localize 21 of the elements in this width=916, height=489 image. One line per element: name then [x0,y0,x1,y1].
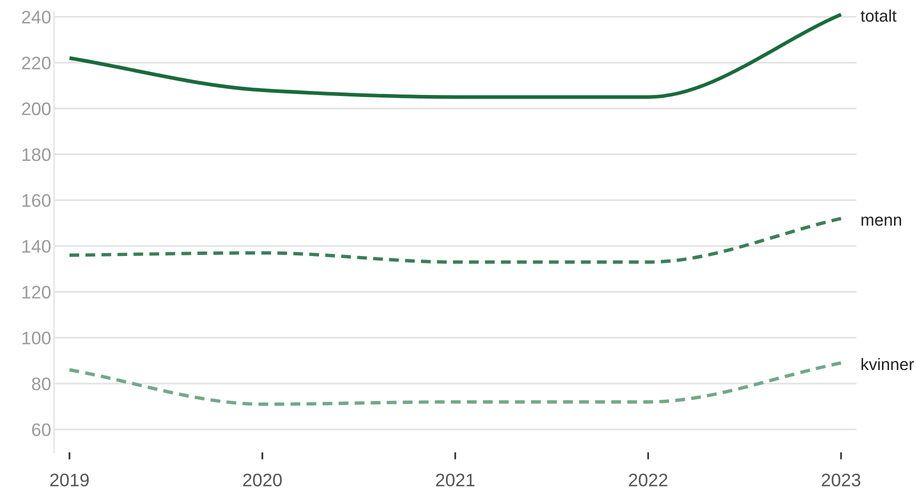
y-tick-label: 100 [22,332,51,344]
series-label: menn [862,216,902,226]
y-tick-label: 240 [22,10,51,24]
line-series [68,12,843,99]
x-tick-label: 2019 [50,474,89,486]
x-tick-label: 2022 [628,474,668,486]
y-tick-label: 120 [22,286,51,299]
y-tick-label: 60 [32,423,51,436]
y-tick-label: 180 [22,148,51,162]
y-tick-label: 160 [22,194,51,207]
x-tick-label: 2023 [822,474,860,486]
line-series [68,216,843,264]
y-tick-label: 220 [22,56,51,70]
series-label: totalt [860,10,896,22]
line-series [68,361,843,406]
x-tick-label: 2021 [436,474,474,486]
series-label: kvinner [862,358,914,370]
x-tick-label: 2020 [243,474,282,486]
y-tick-label: 140 [22,240,51,253]
y-tick-label: 80 [32,377,51,390]
y-tick-label: 200 [22,102,51,116]
